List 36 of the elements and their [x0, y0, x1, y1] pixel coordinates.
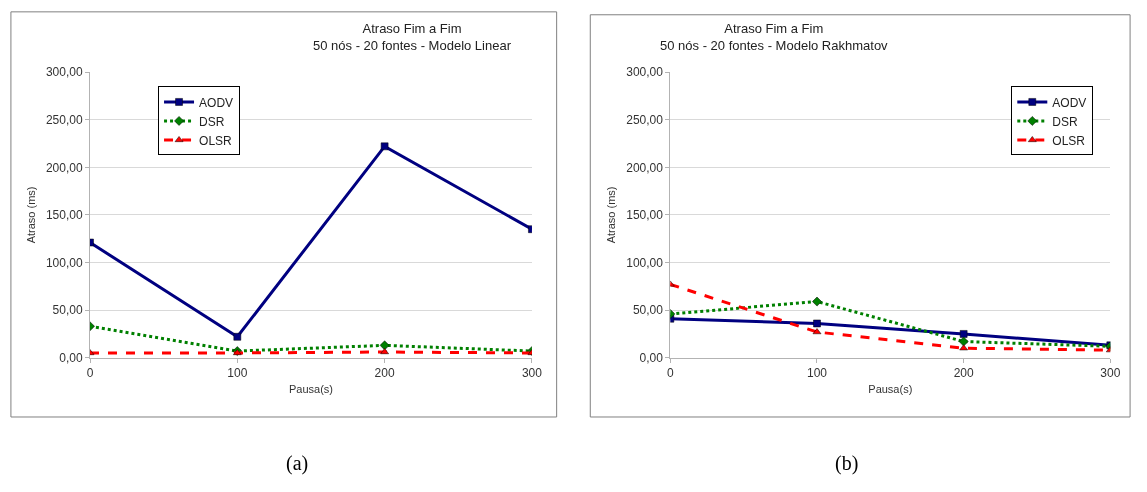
y-tick-label: 300,00: [626, 65, 664, 80]
text: (a): [286, 452, 309, 475]
x-tick-label: 200: [374, 366, 395, 381]
x-axis-title: Pausa(s): [288, 383, 333, 396]
y-tick-label: 150,00: [626, 208, 664, 223]
legend-label: AODV: [1052, 95, 1087, 110]
text: (b): [835, 452, 859, 475]
y-tick-label: 0,00: [59, 350, 83, 365]
x-tick-label: 0: [86, 366, 94, 381]
x-axis-title: Pausa(s): [868, 383, 913, 396]
chart-title: Atraso Fim a Fim 50 nós - 20 fontes - Modelo Linear: [313, 21, 512, 53]
x-tick-label: 300: [521, 366, 543, 381]
y-tick-label: 300,00: [45, 65, 83, 80]
y-tick-label: 150,00: [45, 208, 83, 223]
legend-label: DSR: [1052, 114, 1078, 129]
y-tick-label: 100,00: [45, 255, 83, 270]
y-tick-label: 0,00: [639, 350, 664, 365]
chart-title: Atraso Fim a Fim 50 nós - 20 fontes - Modelo Rakhmatov: [660, 21, 889, 53]
y-tick-label: 100,00: [626, 255, 664, 270]
y-tick-label: 250,00: [45, 112, 83, 127]
legend-label: OLSR: [1052, 133, 1086, 148]
x-tick-label: 200: [953, 366, 974, 381]
y-tick-label: 200,00: [626, 160, 664, 175]
y-tick-label: 200,00: [45, 160, 83, 175]
y-tick-label: 250,00: [626, 112, 664, 127]
legend-label: OLSR: [199, 133, 233, 148]
x-tick-label: 100: [806, 366, 828, 381]
y-tick-label: 50,00: [52, 303, 83, 318]
x-tick-label: 0: [667, 366, 675, 381]
legend-label: DSR: [199, 114, 225, 129]
x-tick-label: 300: [1100, 366, 1121, 381]
legend-label: AODV: [199, 95, 234, 110]
y-axis-title: Atraso (ms): [604, 186, 617, 244]
y-tick-label: 50,00: [632, 303, 664, 318]
y-axis-title: Atraso (ms): [24, 186, 37, 244]
x-tick-label: 100: [227, 366, 248, 381]
